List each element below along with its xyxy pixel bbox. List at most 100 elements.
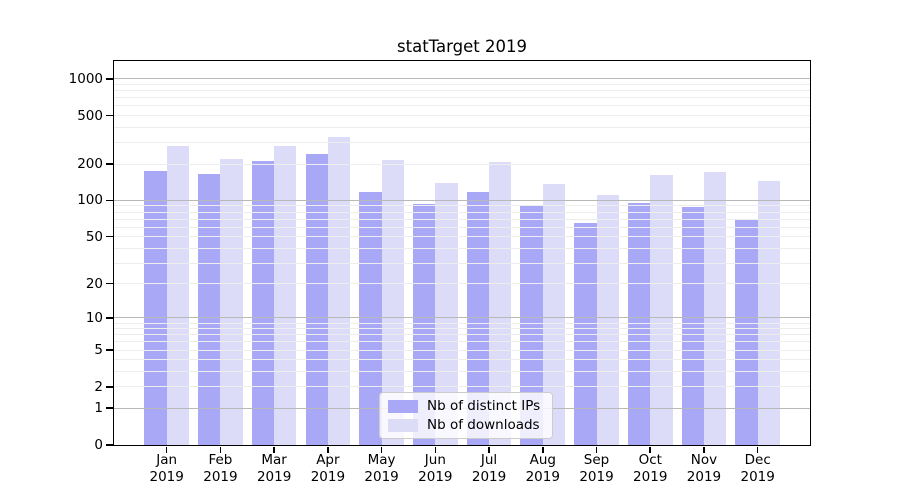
gridline-minor-80 <box>114 211 810 213</box>
x-tick-label-aug: Aug 2019 <box>511 452 575 486</box>
gridline-minor-600 <box>114 105 810 107</box>
legend-swatch-icon <box>388 399 418 413</box>
gridline-minor-9 <box>114 322 810 324</box>
y-tick-label-5: 5 <box>94 342 103 359</box>
plot-area <box>113 60 811 446</box>
gridline-minor-3 <box>114 371 810 373</box>
y-tick-label-500: 500 <box>77 107 103 124</box>
legend-label: Nb of downloads <box>427 417 540 433</box>
y-tick-5 <box>105 349 113 351</box>
y-tick-20 <box>105 282 113 285</box>
gridline-minor-700 <box>114 97 810 99</box>
legend-entry-downloads: Nb of downloads <box>388 417 540 433</box>
bar-downloads-jan <box>166 146 189 445</box>
gridline-major-100 <box>114 199 810 201</box>
gridline-minor-30 <box>114 262 810 264</box>
bar-distinct-ips-nov <box>681 206 704 445</box>
y-tick-label-2: 2 <box>94 378 103 395</box>
x-tick-aug <box>541 446 544 454</box>
gridline-minor-400 <box>114 126 810 128</box>
x-tick-label-year: 2019 <box>525 469 560 485</box>
x-tick-label-jun: Jun 2019 <box>403 452 467 486</box>
x-tick-label-year: 2019 <box>686 469 722 485</box>
x-tick-label-year: 2019 <box>579 469 614 485</box>
gridline-minor-20 <box>114 283 810 285</box>
gridline-minor-900 <box>114 84 810 86</box>
y-tick-label-100: 100 <box>77 192 103 209</box>
x-tick-nov <box>703 446 705 454</box>
gridline-major-1000 <box>114 78 810 80</box>
gridline-minor-90 <box>114 205 810 207</box>
bar-distinct-ips-jul <box>466 192 490 445</box>
x-tick-label-year: 2019 <box>310 469 346 485</box>
bar-downloads-may <box>381 160 404 445</box>
legend: Nb of distinct IPs Nb of downloads <box>379 392 554 439</box>
gridline-minor-800 <box>114 90 810 92</box>
bar-downloads-jul <box>489 162 512 445</box>
y-tick-label-200: 200 <box>77 156 103 172</box>
bar-distinct-ips-feb <box>198 174 221 445</box>
x-tick-dec <box>756 446 759 454</box>
x-tick-label-apr: Apr 2019 <box>296 452 360 486</box>
gridline-minor-7 <box>114 334 810 336</box>
x-tick-mar <box>273 446 275 454</box>
gridline-minor-500 <box>114 115 810 117</box>
x-tick-jan <box>165 446 168 454</box>
bar-downloads-dec <box>757 180 780 445</box>
x-tick-feb <box>219 446 222 454</box>
bar-downloads-nov <box>703 171 727 445</box>
gridline-minor-200 <box>114 163 810 165</box>
x-tick-label-dec: Dec 2019 <box>726 452 790 486</box>
gridline-minor-6 <box>114 341 810 343</box>
x-tick-label-oct: Oct 2019 <box>618 452 682 486</box>
x-tick-label-year: 2019 <box>633 469 668 485</box>
gridline-major-10 <box>114 317 810 319</box>
x-tick-label-year: 2019 <box>740 469 775 485</box>
gridline-minor-50 <box>114 236 810 238</box>
y-tick-200 <box>105 163 113 165</box>
x-tick-sep <box>595 446 598 454</box>
y-tick-label-0: 0 <box>94 437 103 453</box>
bar-downloads-mar <box>274 145 297 445</box>
bar-downloads-apr <box>327 136 351 445</box>
x-tick-label-jan: Jan 2019 <box>135 452 199 486</box>
y-tick-1 <box>105 407 113 410</box>
bar-distinct-ips-sep <box>574 223 597 445</box>
legend-entry-distinct-ips: Nb of distinct IPs <box>388 398 540 414</box>
y-tick-label-1: 1 <box>94 400 103 417</box>
gridline-minor-4 <box>114 359 810 361</box>
y-tick-2 <box>105 385 113 388</box>
y-tick-label-1000: 1000 <box>68 70 103 87</box>
x-tick-label-sep: Sep 2019 <box>565 452 629 486</box>
bar-distinct-ips-may <box>359 192 382 445</box>
x-tick-label-jul: Jul 2019 <box>457 452 521 486</box>
y-tick-10 <box>105 317 113 319</box>
legend-swatch-icon <box>388 418 418 432</box>
x-tick-label-nov: Nov 2019 <box>672 452 736 486</box>
bar-distinct-ips-dec <box>735 219 758 445</box>
y-tick-100 <box>105 199 113 202</box>
gridline-minor-60 <box>114 226 810 228</box>
x-tick-label-year: 2019 <box>418 469 453 485</box>
x-tick-oct <box>649 446 652 454</box>
x-tick-label-year: 2019 <box>256 469 292 485</box>
gridline-minor-2 <box>114 386 810 388</box>
gridline-minor-300 <box>114 142 810 144</box>
legend-label: Nb of distinct IPs <box>427 398 541 414</box>
x-tick-label-year: 2019 <box>471 469 507 485</box>
x-tick-jun <box>434 446 437 454</box>
x-tick-label-mar: Mar 2019 <box>242 452 306 486</box>
x-tick-may <box>380 446 383 454</box>
y-tick-label-50: 50 <box>85 228 103 245</box>
x-tick-label-may: May 2019 <box>350 452 414 486</box>
y-tick-0 <box>105 444 113 446</box>
gridline-minor-40 <box>114 247 810 249</box>
y-tick-500 <box>105 114 113 117</box>
gridline-minor-8 <box>114 328 810 330</box>
gridline-minor-70 <box>114 218 810 220</box>
bar-downloads-feb <box>220 158 243 445</box>
bar-downloads-oct <box>650 175 673 445</box>
y-tick-1000 <box>105 78 113 80</box>
x-tick-label-year: 2019 <box>364 469 399 485</box>
chart-title: statTarget 2019 <box>397 37 527 56</box>
